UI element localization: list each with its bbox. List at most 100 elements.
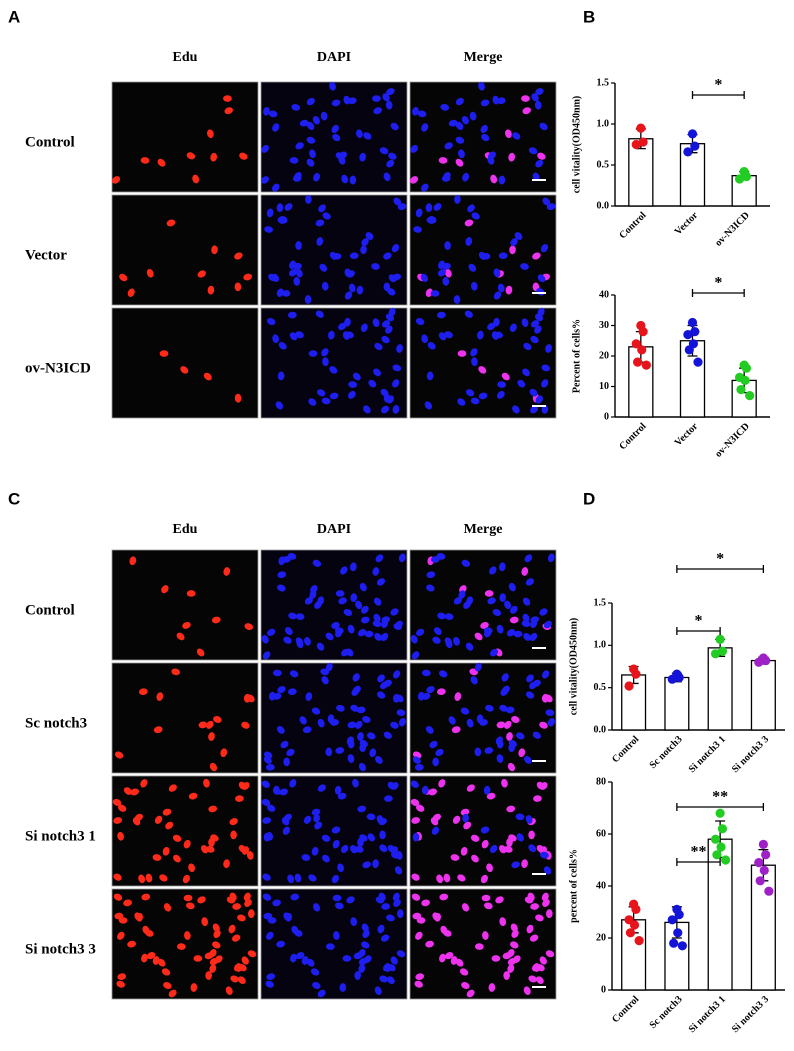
nucleus [462, 172, 470, 182]
nucleus [230, 830, 237, 840]
nucleus [383, 731, 392, 739]
nucleus [480, 874, 488, 884]
nucleus [118, 804, 127, 812]
nucleus [290, 893, 300, 901]
nucleus [411, 893, 421, 901]
nucleus [495, 896, 504, 904]
nucleus [295, 241, 302, 250]
nucleus [481, 252, 491, 260]
nucleus [444, 142, 453, 150]
nucleus [272, 899, 281, 907]
nucleus [535, 88, 544, 96]
nucleus [263, 106, 270, 116]
x-tick-label: ov-N3ICD [713, 421, 752, 460]
nucleus [508, 739, 517, 748]
nucleus [134, 912, 142, 921]
nucleus [373, 613, 381, 623]
nucleus [123, 899, 132, 907]
nucleus [223, 859, 230, 869]
nucleus [397, 909, 404, 919]
data-point [734, 174, 745, 184]
column-header: Merge [464, 50, 503, 65]
nucleus [485, 704, 494, 712]
nucleus [265, 980, 274, 988]
significance-bracket [691, 289, 745, 297]
data-point [631, 904, 641, 915]
nucleus [381, 335, 390, 344]
nucleus [516, 833, 524, 842]
nucleus [533, 795, 542, 802]
nucleus [146, 268, 154, 278]
nucleus [291, 925, 299, 935]
nucleus [425, 940, 434, 948]
nucleus [279, 788, 289, 796]
nucleus [146, 952, 156, 960]
nucleus [448, 119, 458, 127]
nucleus [162, 846, 170, 856]
nucleus [410, 144, 419, 153]
nucleus [287, 688, 297, 696]
nucleus [308, 350, 318, 357]
nucleus [377, 924, 385, 934]
nucleus [235, 963, 243, 972]
nucleus [344, 268, 352, 278]
nucleus [311, 846, 319, 856]
nucleus [197, 270, 206, 278]
bar [707, 647, 733, 731]
nucleus [375, 554, 384, 563]
nucleus [437, 612, 446, 620]
nucleus [543, 620, 552, 629]
nucleus [470, 834, 480, 842]
y-tick-label: 1.0 [594, 640, 607, 651]
x-tick-label: Control [617, 210, 648, 241]
micrograph [260, 81, 408, 193]
nucleus [450, 956, 458, 965]
nucleus [313, 172, 321, 182]
nucleus [425, 203, 433, 213]
nucleus [512, 405, 520, 414]
nucleus [372, 620, 382, 628]
nucleus [335, 902, 344, 910]
data-point [687, 317, 698, 328]
nucleus [312, 116, 320, 125]
nucleus [213, 716, 222, 723]
data-point [625, 928, 636, 938]
nucleus [524, 896, 534, 904]
nucleus [152, 956, 160, 965]
data-point [631, 669, 641, 679]
nucleus [534, 100, 542, 110]
nucleus [375, 755, 383, 764]
nucleus [367, 732, 376, 740]
nucleus [287, 311, 297, 319]
nucleus [263, 756, 272, 764]
nucleus [480, 99, 490, 107]
row-label: Si notch3 3 [25, 941, 96, 957]
micrograph [111, 775, 259, 887]
nucleus [265, 763, 275, 771]
nucleus [381, 619, 389, 629]
nucleus [331, 124, 339, 134]
nucleus [376, 815, 384, 824]
nucleus [411, 873, 420, 881]
nucleus [474, 943, 484, 950]
nucleus [443, 873, 451, 883]
nucleus [312, 982, 321, 990]
nucleus [531, 320, 540, 328]
nucleus [372, 318, 380, 328]
nucleus [372, 567, 380, 576]
nucleus [498, 175, 506, 185]
nucleus [478, 366, 487, 374]
nucleus [384, 963, 392, 972]
significance-bracket [676, 565, 765, 573]
nucleus [244, 623, 254, 631]
row-label: Sc notch3 [25, 715, 87, 731]
nucleus [539, 122, 548, 131]
nucleus [457, 398, 466, 406]
nucleus [319, 263, 328, 272]
nucleus [471, 357, 478, 367]
nucleus [379, 147, 389, 155]
nucleus [524, 755, 532, 764]
row-label: ov-N3ICD [25, 360, 91, 376]
micrograph-bg [409, 194, 557, 306]
nucleus [496, 624, 504, 634]
